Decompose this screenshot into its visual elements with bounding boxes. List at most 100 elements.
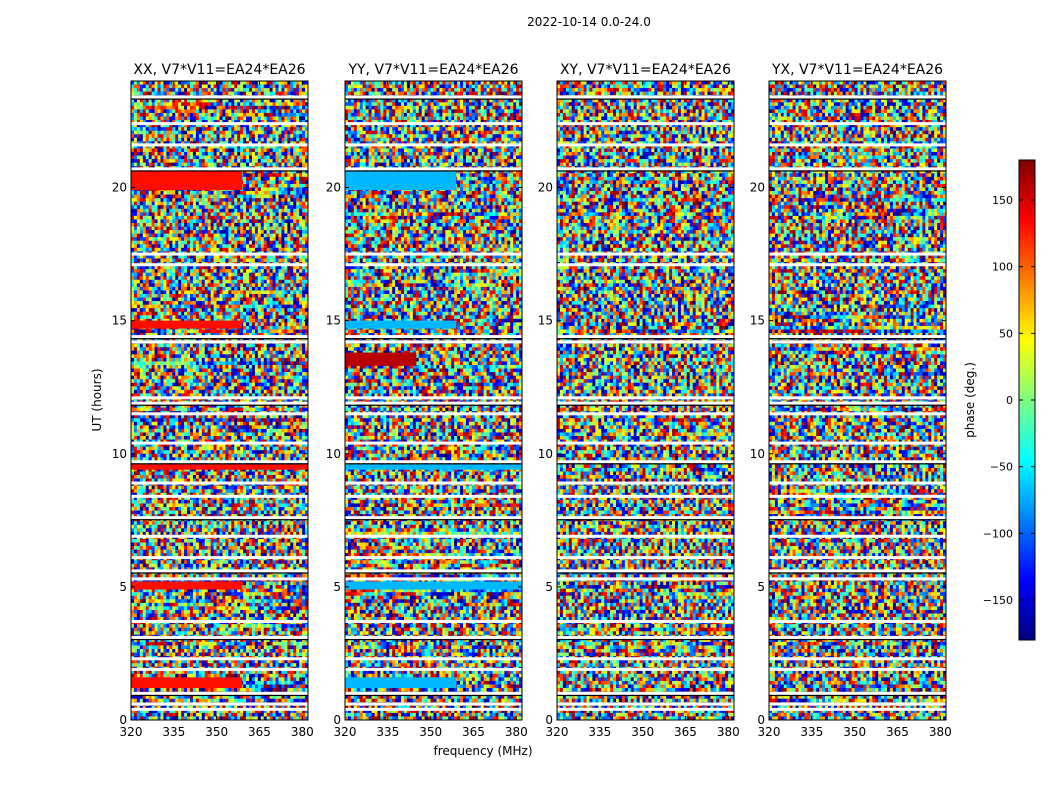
phase-image bbox=[131, 81, 308, 720]
flagged-row bbox=[769, 143, 946, 147]
flagged-row bbox=[131, 494, 308, 498]
y-tick-label: 15 bbox=[538, 314, 553, 328]
separator-row bbox=[769, 694, 946, 697]
flagged-row bbox=[131, 441, 308, 445]
flagged-row bbox=[769, 252, 946, 256]
flagged-row bbox=[345, 534, 522, 538]
panel-frame bbox=[130, 80, 309, 721]
x-tick-label: 365 bbox=[674, 725, 697, 739]
flagged-row bbox=[345, 143, 522, 147]
y-tick-label: 5 bbox=[119, 580, 127, 594]
y-tick-label: 10 bbox=[326, 447, 341, 461]
flagged-row bbox=[345, 263, 522, 267]
flagged-row bbox=[345, 95, 522, 99]
separator-row bbox=[345, 638, 522, 641]
flagged-row bbox=[557, 340, 734, 344]
separator-row bbox=[345, 463, 522, 465]
separator-row bbox=[557, 463, 734, 465]
flagged-row bbox=[131, 252, 308, 256]
flagged-row bbox=[345, 340, 522, 344]
separator-row bbox=[345, 519, 522, 521]
colorbar-tick-label: 100 bbox=[992, 261, 1013, 274]
coherent-block bbox=[345, 464, 522, 470]
separator-row bbox=[769, 638, 946, 641]
flagged-row bbox=[131, 516, 308, 520]
separator-row bbox=[345, 170, 522, 172]
colorbar-label: phase (deg.) bbox=[963, 362, 977, 438]
panels-group: XX, V7*V11=EA24*EA26 320 335 350 365 380 0 5 10 1… bbox=[112, 62, 952, 739]
separator-row bbox=[769, 572, 946, 574]
phase-image bbox=[769, 81, 946, 720]
y-tick-label: 15 bbox=[112, 314, 127, 328]
flagged-row bbox=[131, 412, 308, 416]
y-tick-label: 10 bbox=[750, 447, 765, 461]
x-tick-label: 380 bbox=[291, 725, 314, 739]
flagged-row bbox=[769, 460, 946, 464]
separator-row bbox=[131, 404, 308, 406]
flagged-row bbox=[131, 167, 308, 171]
panel-title: XY, V7*V11=EA24*EA26 bbox=[560, 62, 731, 78]
separator-row bbox=[769, 170, 946, 172]
flagged-row bbox=[557, 263, 734, 267]
flagged-row bbox=[557, 556, 734, 560]
flagged-row bbox=[131, 460, 308, 464]
coherent-block bbox=[131, 581, 243, 590]
x-tick-label: 365 bbox=[886, 725, 909, 739]
flagged-row bbox=[769, 657, 946, 661]
x-tick-label: 350 bbox=[631, 725, 654, 739]
flagged-row bbox=[345, 252, 522, 256]
flagged-row bbox=[345, 619, 522, 623]
flagged-row bbox=[345, 401, 522, 405]
panel-frame bbox=[344, 80, 523, 721]
flagged-row bbox=[769, 691, 946, 695]
separator-row bbox=[345, 572, 522, 574]
flagged-row bbox=[769, 556, 946, 560]
flagged-row bbox=[557, 657, 734, 661]
phase-image bbox=[557, 81, 734, 720]
coherent-block bbox=[345, 171, 457, 191]
coherent-block bbox=[131, 171, 243, 191]
x-tick-label: 380 bbox=[717, 725, 740, 739]
flagged-row bbox=[769, 569, 946, 573]
flagged-row bbox=[557, 702, 734, 706]
flagged-row bbox=[769, 335, 946, 339]
y-tick-label: 10 bbox=[112, 447, 127, 461]
separator-row bbox=[557, 694, 734, 697]
y-tick-label: 5 bbox=[757, 580, 765, 594]
flagged-row bbox=[131, 702, 308, 706]
figure-title: 2022-10-14 0.0-24.0 bbox=[527, 15, 651, 29]
flagged-row bbox=[769, 167, 946, 171]
flagged-row bbox=[769, 577, 946, 581]
flagged-row bbox=[345, 412, 522, 416]
flagged-row bbox=[557, 335, 734, 339]
separator-row bbox=[769, 98, 946, 100]
flagged-row bbox=[557, 167, 734, 171]
flagged-row bbox=[769, 95, 946, 99]
flagged-row bbox=[131, 122, 308, 126]
flagged-row bbox=[345, 494, 522, 498]
separator-row bbox=[131, 572, 308, 574]
flagged-row bbox=[769, 494, 946, 498]
separator-row bbox=[557, 404, 734, 406]
flagged-row bbox=[769, 401, 946, 405]
y-tick-label: 0 bbox=[333, 713, 341, 727]
phase-image bbox=[345, 81, 522, 720]
coherent-block bbox=[131, 464, 308, 470]
flagged-row bbox=[345, 460, 522, 464]
colorbar-tick-label: 50 bbox=[999, 327, 1013, 340]
x-tick-label: 380 bbox=[505, 725, 528, 739]
flagged-row bbox=[345, 481, 522, 485]
coherent-block bbox=[345, 320, 457, 329]
panel-frame bbox=[556, 80, 735, 721]
flagged-row bbox=[131, 481, 308, 485]
colorbar-tick-label: 0 bbox=[1006, 394, 1013, 407]
flagged-row bbox=[769, 340, 946, 344]
flagged-row bbox=[769, 396, 946, 400]
flagged-row bbox=[557, 95, 734, 99]
flagged-row bbox=[769, 667, 946, 671]
separator-row bbox=[769, 404, 946, 406]
flagged-row bbox=[557, 441, 734, 445]
flagged-row bbox=[345, 702, 522, 706]
flagged-row bbox=[769, 412, 946, 416]
flagged-row bbox=[769, 122, 946, 126]
